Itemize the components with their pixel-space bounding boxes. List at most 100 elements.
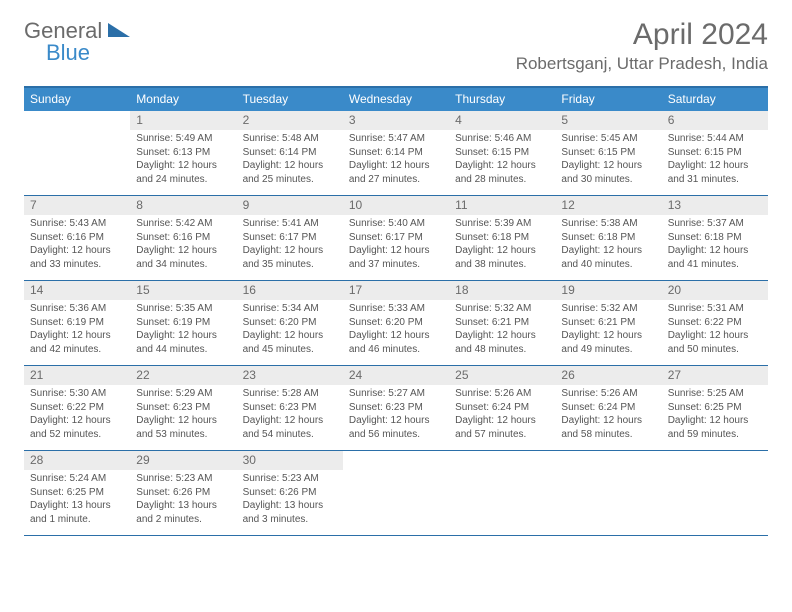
day-details: Sunrise: 5:27 AMSunset: 6:23 PMDaylight:… [343,385,449,445]
day-details: Sunrise: 5:34 AMSunset: 6:20 PMDaylight:… [237,300,343,360]
day-number: 10 [343,196,449,215]
day-details: Sunrise: 5:39 AMSunset: 6:18 PMDaylight:… [449,215,555,275]
day-details: Sunrise: 5:29 AMSunset: 6:23 PMDaylight:… [130,385,236,445]
day-cell: .. [343,451,449,535]
day-number: 8 [130,196,236,215]
day-number: 1 [130,111,236,130]
day-cell: 26Sunrise: 5:26 AMSunset: 6:24 PMDayligh… [555,366,661,450]
weekday-header: Friday [555,88,661,111]
day-number: 5 [555,111,661,130]
day-cell: 20Sunrise: 5:31 AMSunset: 6:22 PMDayligh… [662,281,768,365]
day-cell: 8Sunrise: 5:42 AMSunset: 6:16 PMDaylight… [130,196,236,280]
day-details: Sunrise: 5:32 AMSunset: 6:21 PMDaylight:… [449,300,555,360]
day-details: Sunrise: 5:46 AMSunset: 6:15 PMDaylight:… [449,130,555,190]
day-number: 20 [662,281,768,300]
day-number: 11 [449,196,555,215]
day-number: 24 [343,366,449,385]
day-number: 22 [130,366,236,385]
day-details: Sunrise: 5:26 AMSunset: 6:24 PMDaylight:… [555,385,661,445]
day-details: Sunrise: 5:38 AMSunset: 6:18 PMDaylight:… [555,215,661,275]
title-block: April 2024 Robertsganj, Uttar Pradesh, I… [516,18,768,74]
day-details: Sunrise: 5:26 AMSunset: 6:24 PMDaylight:… [449,385,555,445]
day-cell: 30Sunrise: 5:23 AMSunset: 6:26 PMDayligh… [237,451,343,535]
day-cell: .. [555,451,661,535]
day-number: 3 [343,111,449,130]
day-cell: 19Sunrise: 5:32 AMSunset: 6:21 PMDayligh… [555,281,661,365]
week-row: 14Sunrise: 5:36 AMSunset: 6:19 PMDayligh… [24,281,768,366]
weekday-header: Saturday [662,88,768,111]
day-details: Sunrise: 5:41 AMSunset: 6:17 PMDaylight:… [237,215,343,275]
day-cell: 16Sunrise: 5:34 AMSunset: 6:20 PMDayligh… [237,281,343,365]
day-number: 28 [24,451,130,470]
logo-text-blue: Blue [46,40,90,65]
day-number: 26 [555,366,661,385]
day-cell: 13Sunrise: 5:37 AMSunset: 6:18 PMDayligh… [662,196,768,280]
day-number: 6 [662,111,768,130]
day-details: Sunrise: 5:31 AMSunset: 6:22 PMDaylight:… [662,300,768,360]
weekday-header: Sunday [24,88,130,111]
day-number: 19 [555,281,661,300]
day-cell: 1Sunrise: 5:49 AMSunset: 6:13 PMDaylight… [130,111,236,195]
month-title: April 2024 [516,18,768,52]
day-details: Sunrise: 5:25 AMSunset: 6:25 PMDaylight:… [662,385,768,445]
week-row: 28Sunrise: 5:24 AMSunset: 6:25 PMDayligh… [24,451,768,536]
day-cell: 22Sunrise: 5:29 AMSunset: 6:23 PMDayligh… [130,366,236,450]
day-number: 18 [449,281,555,300]
day-cell: .. [662,451,768,535]
day-cell: 27Sunrise: 5:25 AMSunset: 6:25 PMDayligh… [662,366,768,450]
day-cell: 28Sunrise: 5:24 AMSunset: 6:25 PMDayligh… [24,451,130,535]
day-cell: 12Sunrise: 5:38 AMSunset: 6:18 PMDayligh… [555,196,661,280]
day-details: Sunrise: 5:23 AMSunset: 6:26 PMDaylight:… [237,470,343,530]
header: General April 2024 Robertsganj, Uttar Pr… [0,0,792,78]
day-details: Sunrise: 5:24 AMSunset: 6:25 PMDaylight:… [24,470,130,530]
day-details: Sunrise: 5:43 AMSunset: 6:16 PMDaylight:… [24,215,130,275]
day-cell: 14Sunrise: 5:36 AMSunset: 6:19 PMDayligh… [24,281,130,365]
weekday-header: Thursday [449,88,555,111]
day-number: 7 [24,196,130,215]
week-row: 7Sunrise: 5:43 AMSunset: 6:16 PMDaylight… [24,196,768,281]
day-number: 17 [343,281,449,300]
day-cell: 10Sunrise: 5:40 AMSunset: 6:17 PMDayligh… [343,196,449,280]
day-details: Sunrise: 5:23 AMSunset: 6:26 PMDaylight:… [130,470,236,530]
day-number: 9 [237,196,343,215]
day-cell: 5Sunrise: 5:45 AMSunset: 6:15 PMDaylight… [555,111,661,195]
day-cell: 17Sunrise: 5:33 AMSunset: 6:20 PMDayligh… [343,281,449,365]
logo-triangle-icon [108,21,130,42]
day-details: Sunrise: 5:35 AMSunset: 6:19 PMDaylight:… [130,300,236,360]
weekday-header: Tuesday [237,88,343,111]
day-number: 27 [662,366,768,385]
day-details: Sunrise: 5:37 AMSunset: 6:18 PMDaylight:… [662,215,768,275]
day-details: Sunrise: 5:44 AMSunset: 6:15 PMDaylight:… [662,130,768,190]
logo-text-blue-wrap: Blue [46,40,90,66]
weekday-header: Wednesday [343,88,449,111]
calendar: SundayMondayTuesdayWednesdayThursdayFrid… [24,86,768,536]
day-details: Sunrise: 5:45 AMSunset: 6:15 PMDaylight:… [555,130,661,190]
weeks-container: .. 1Sunrise: 5:49 AMSunset: 6:13 PMDaylig… [24,111,768,536]
day-details: Sunrise: 5:40 AMSunset: 6:17 PMDaylight:… [343,215,449,275]
week-row: ..1Sunrise: 5:49 AMSunset: 6:13 PMDaylig… [24,111,768,196]
day-details: Sunrise: 5:36 AMSunset: 6:19 PMDaylight:… [24,300,130,360]
day-cell: 15Sunrise: 5:35 AMSunset: 6:19 PMDayligh… [130,281,236,365]
day-details: Sunrise: 5:28 AMSunset: 6:23 PMDaylight:… [237,385,343,445]
day-number: 25 [449,366,555,385]
day-number: 30 [237,451,343,470]
day-details: Sunrise: 5:49 AMSunset: 6:13 PMDaylight:… [130,130,236,190]
day-number: 14 [24,281,130,300]
day-cell: .. [449,451,555,535]
day-details: Sunrise: 5:48 AMSunset: 6:14 PMDaylight:… [237,130,343,190]
day-cell: 7Sunrise: 5:43 AMSunset: 6:16 PMDaylight… [24,196,130,280]
day-details: Sunrise: 5:42 AMSunset: 6:16 PMDaylight:… [130,215,236,275]
day-cell: 18Sunrise: 5:32 AMSunset: 6:21 PMDayligh… [449,281,555,365]
day-cell: 21Sunrise: 5:30 AMSunset: 6:22 PMDayligh… [24,366,130,450]
day-number: 12 [555,196,661,215]
day-cell: 24Sunrise: 5:27 AMSunset: 6:23 PMDayligh… [343,366,449,450]
location: Robertsganj, Uttar Pradesh, India [516,54,768,74]
day-number: 16 [237,281,343,300]
day-number: 13 [662,196,768,215]
day-cell: 4Sunrise: 5:46 AMSunset: 6:15 PMDaylight… [449,111,555,195]
weekday-row: SundayMondayTuesdayWednesdayThursdayFrid… [24,88,768,111]
day-cell: 25Sunrise: 5:26 AMSunset: 6:24 PMDayligh… [449,366,555,450]
day-cell: 29Sunrise: 5:23 AMSunset: 6:26 PMDayligh… [130,451,236,535]
day-cell: 6Sunrise: 5:44 AMSunset: 6:15 PMDaylight… [662,111,768,195]
day-cell: 3Sunrise: 5:47 AMSunset: 6:14 PMDaylight… [343,111,449,195]
